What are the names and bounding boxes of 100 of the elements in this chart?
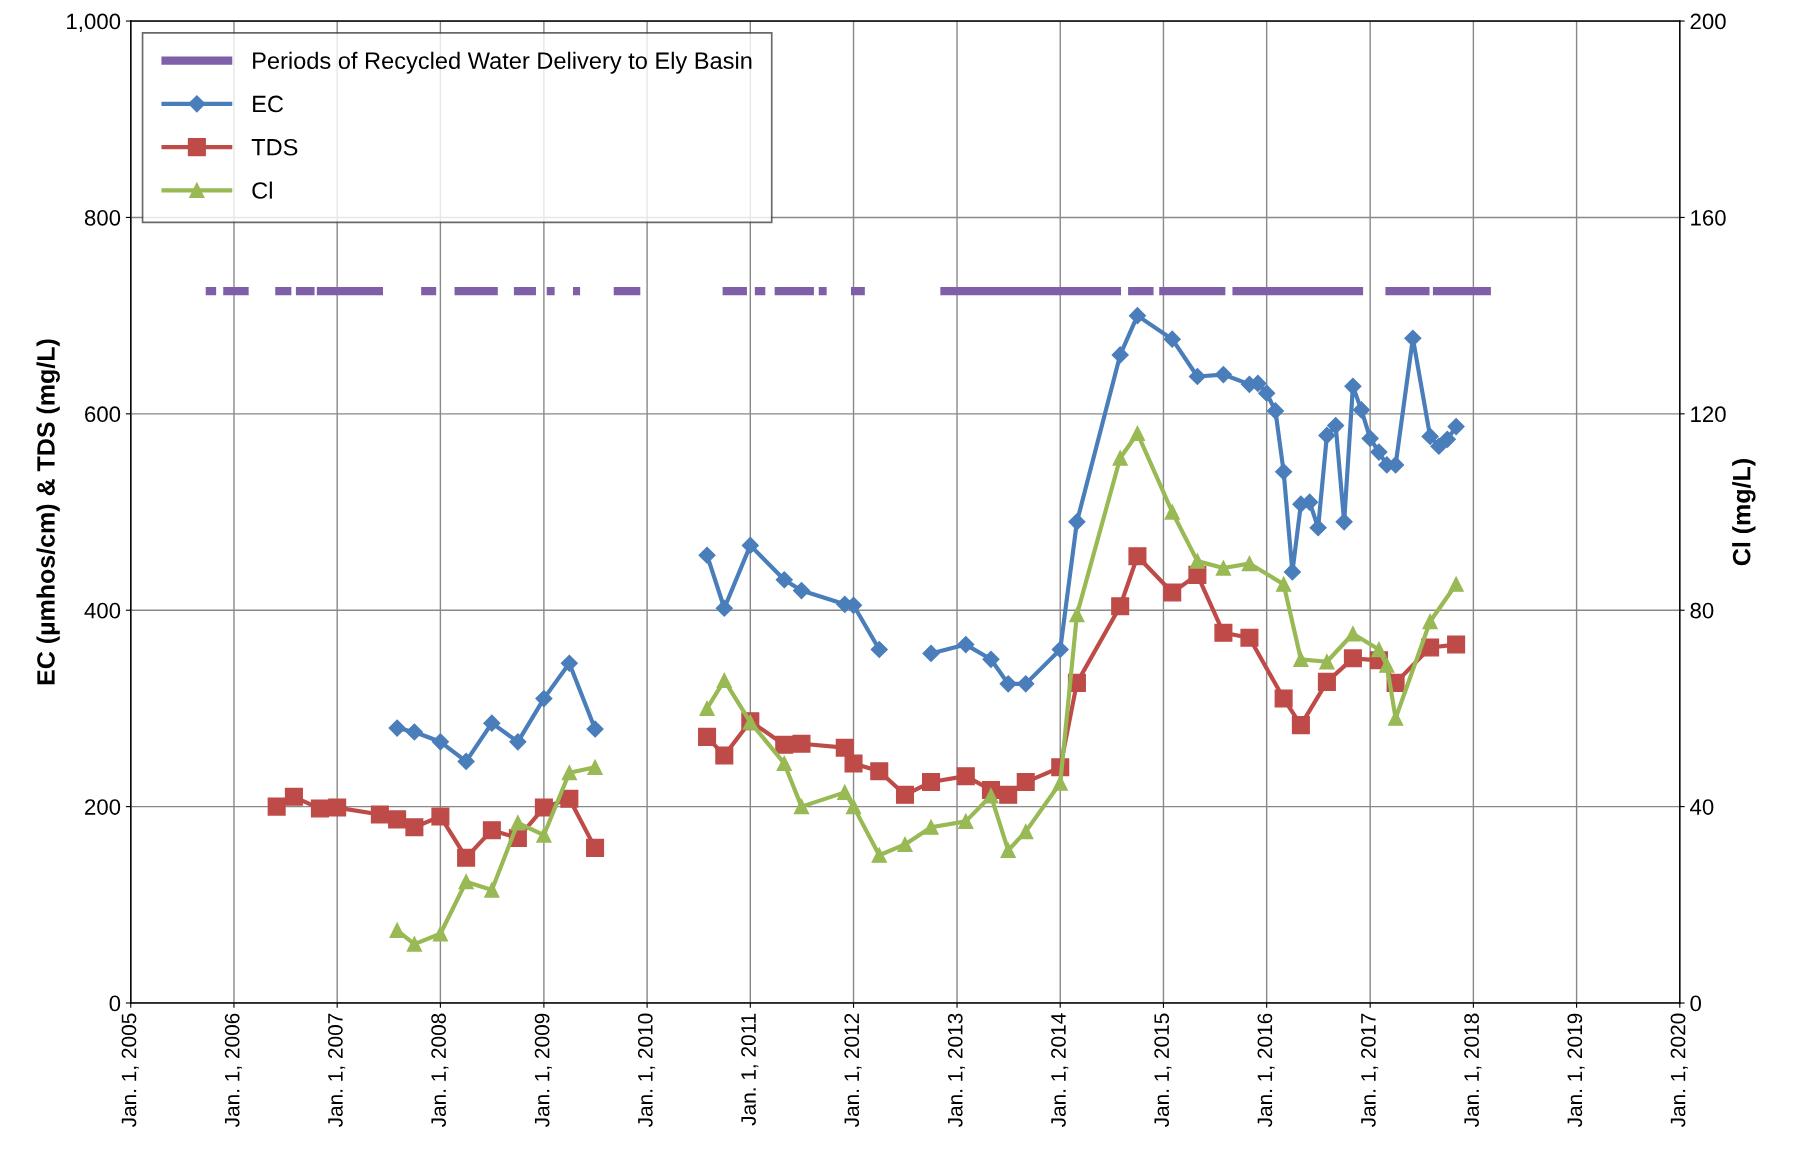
- x-tick-label: Jan. 1, 2006: [224, 1013, 243, 1128]
- point: [1317, 672, 1336, 691]
- point: [1068, 513, 1086, 531]
- x-tick-label: Jan. 1, 2008: [431, 1013, 449, 1128]
- y-tick-label: 600: [85, 406, 121, 423]
- point: [1189, 553, 1206, 569]
- x-tick-label: Jan. 1, 2012: [844, 1013, 862, 1128]
- point: [1319, 654, 1335, 670]
- point: [1215, 560, 1232, 576]
- point: [698, 546, 716, 564]
- point: [1266, 402, 1284, 420]
- point: [483, 714, 501, 732]
- point: [775, 735, 794, 754]
- point: [895, 785, 915, 804]
- point: [432, 926, 449, 942]
- y-tick-label: 0: [109, 995, 121, 1012]
- point: [536, 827, 552, 843]
- point: [1129, 425, 1146, 442]
- point: [457, 752, 475, 770]
- point: [1283, 563, 1301, 581]
- y2-tick-label: 120: [1691, 406, 1726, 423]
- point: [1241, 555, 1258, 572]
- point: [1361, 429, 1379, 447]
- point: [792, 734, 811, 753]
- point: [1111, 346, 1129, 364]
- y2-tick-label: 160: [1691, 209, 1726, 226]
- point: [870, 640, 888, 659]
- x-tick-label: Jan. 1, 2014: [1051, 1013, 1069, 1128]
- point: [586, 838, 605, 857]
- x-tick-label: Jan. 1, 2017: [1361, 1013, 1379, 1128]
- point: [775, 571, 793, 589]
- point: [1188, 367, 1206, 386]
- point: [1448, 576, 1464, 592]
- point: [1128, 307, 1146, 325]
- point: [284, 787, 303, 806]
- point: [982, 650, 1000, 668]
- point: [388, 810, 407, 829]
- point: [457, 848, 476, 867]
- point: [1293, 651, 1309, 667]
- point: [956, 767, 975, 786]
- y2-tick-label: 80: [1690, 602, 1714, 619]
- point: [1343, 649, 1362, 668]
- point: [510, 815, 526, 831]
- point: [1111, 597, 1130, 616]
- point: [405, 723, 423, 741]
- point: [1274, 689, 1293, 708]
- point: [1017, 675, 1035, 693]
- y2-tick-label: 0: [1690, 995, 1702, 1012]
- x-tick-label: Jan. 1, 2007: [328, 1013, 346, 1128]
- point: [484, 882, 500, 898]
- point: [388, 719, 406, 737]
- point: [792, 582, 811, 600]
- point: [776, 755, 792, 772]
- point: [1128, 547, 1147, 566]
- point: [1421, 427, 1439, 445]
- point: [560, 654, 578, 672]
- point: [1240, 628, 1259, 647]
- y-tick-label: 800: [84, 209, 121, 226]
- legend-label: Cl: [252, 181, 272, 199]
- point: [1291, 716, 1310, 735]
- point: [999, 785, 1018, 804]
- point: [1438, 430, 1456, 448]
- x-tick-label: Jan. 1, 2020: [1670, 1013, 1688, 1128]
- point: [844, 754, 863, 773]
- point: [983, 788, 999, 804]
- x-tick-label: Jan. 1, 2005: [121, 1013, 139, 1128]
- y-axis-title: EC (µmhos/cm) & TDS (mg/L): [36, 339, 60, 685]
- legend-label: Periods of Recycled Water Delivery to Ely Basin: [253, 51, 752, 74]
- point: [715, 746, 734, 765]
- point: [405, 818, 424, 837]
- x-tick-label: Jan. 1, 2018: [1464, 1013, 1482, 1128]
- x-tick-label: Jan. 1, 2019: [1567, 1013, 1585, 1128]
- point: [698, 727, 717, 746]
- point: [1422, 613, 1438, 630]
- x-tick-label: Jan. 1, 2009: [534, 1013, 552, 1128]
- point: [431, 733, 449, 751]
- y2-tick-label: 40: [1690, 799, 1714, 815]
- point: [370, 805, 389, 824]
- point: [310, 799, 329, 818]
- point: [715, 599, 733, 617]
- point: [1344, 377, 1362, 395]
- point: [267, 797, 286, 816]
- y-tick-label: 400: [84, 602, 121, 619]
- point: [921, 773, 941, 792]
- point: [431, 807, 450, 826]
- point: [1163, 583, 1182, 602]
- point: [509, 733, 527, 751]
- point: [837, 784, 853, 801]
- point: [1016, 773, 1035, 792]
- point: [1335, 513, 1353, 531]
- point: [1352, 401, 1370, 419]
- y2-tick-label: 200: [1690, 13, 1726, 30]
- legend-label: TDS: [251, 138, 298, 156]
- x-tick-label: Jan. 1, 2011: [741, 1013, 759, 1126]
- point: [699, 700, 715, 717]
- y-tick-label: 1,000: [67, 13, 121, 32]
- point: [458, 874, 474, 890]
- point: [1258, 384, 1276, 402]
- y-tick-label: 200: [85, 799, 121, 815]
- x-tick-label: Jan. 1, 2015: [1154, 1013, 1172, 1128]
